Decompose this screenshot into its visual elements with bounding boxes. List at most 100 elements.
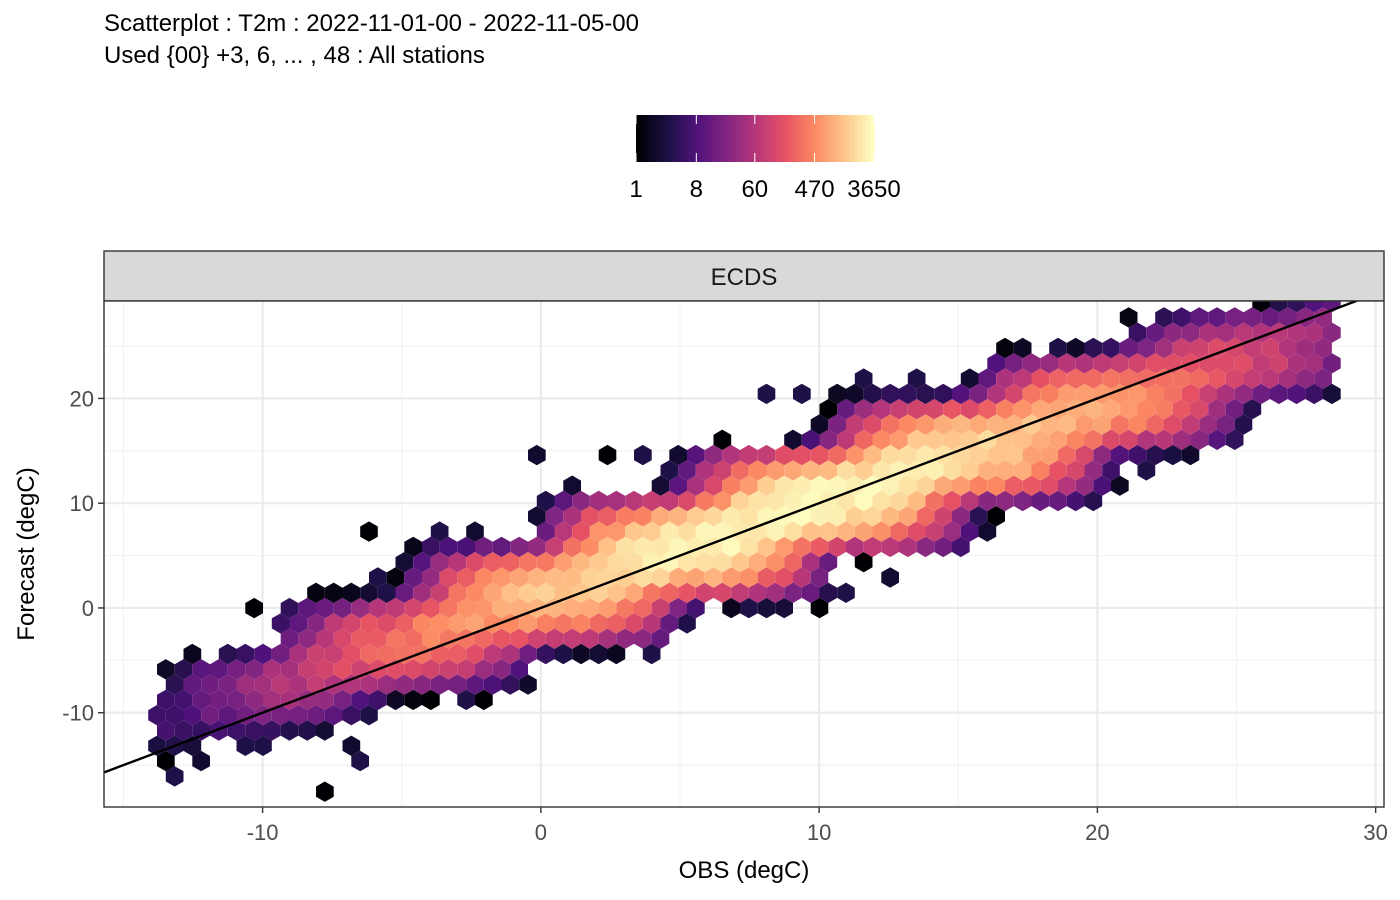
hexbin-cell <box>740 567 758 588</box>
hexbin-cell <box>863 383 882 405</box>
hexbin-cell <box>872 521 891 542</box>
hexbin-cell <box>996 368 1014 389</box>
hexbin-cell <box>413 552 431 573</box>
hexbin-cell <box>907 368 926 389</box>
hexbin-cell <box>607 643 626 665</box>
hexbin-cell <box>492 567 511 588</box>
hexbin-cell <box>934 506 952 527</box>
legend-color-step <box>858 115 863 162</box>
hexbin-cell <box>1278 307 1297 328</box>
hexbin-cell <box>430 582 449 603</box>
hexbin-cell <box>1137 460 1156 481</box>
hexbin-cell <box>1146 383 1164 405</box>
hexbin-cell <box>890 399 908 420</box>
legend-color-step <box>826 115 831 162</box>
hexbin-cell <box>607 552 626 573</box>
hexbin-cell <box>669 536 687 558</box>
hexbin-cell <box>1252 301 1270 313</box>
hexbin-cell <box>1128 353 1147 374</box>
hexbin-cell <box>952 383 970 405</box>
y-axis-ticks <box>98 397 104 714</box>
legend-color-step <box>846 115 851 162</box>
hexbin-cell <box>174 720 193 741</box>
hexbin-cell <box>280 659 299 680</box>
hexbin-cell <box>687 475 705 496</box>
hexbin-cell <box>881 567 899 588</box>
hexbin-cell <box>819 399 838 420</box>
hexbin-cell <box>722 536 740 558</box>
reference-line <box>104 301 1360 774</box>
hexbin-cell <box>1031 399 1050 420</box>
hexbin-cell <box>201 674 219 695</box>
hexbin-cell <box>634 444 652 466</box>
hexbin-cell <box>669 597 687 619</box>
hexbin-cell <box>210 659 228 680</box>
hexbin-cell <box>581 506 599 527</box>
hexbin-cell <box>298 720 316 741</box>
hexbin-cell <box>837 399 855 420</box>
legend-color-step <box>719 115 724 162</box>
hexbin-cell <box>784 582 802 603</box>
hexbin-cell <box>837 429 855 450</box>
hexbin-cell <box>536 643 555 665</box>
hexbin-cell <box>1208 429 1226 450</box>
hexbin-cell <box>801 429 820 450</box>
hexbin-cell <box>307 705 325 726</box>
hexbin-cell <box>263 720 281 741</box>
hexbin-cell <box>1199 414 1217 435</box>
hexbin-cell <box>519 643 537 665</box>
hexbin-cell <box>1287 383 1306 405</box>
hexbin-cell <box>695 552 714 573</box>
hexbin-cell <box>881 506 899 527</box>
hexbin-cell <box>598 567 617 588</box>
hexbin-cell <box>1190 307 1209 328</box>
hexbin-cell <box>810 475 829 496</box>
hexbin-cell <box>342 674 361 695</box>
hexbin-cell <box>748 582 767 603</box>
hexbin-cell <box>271 674 290 695</box>
hexbin-cell <box>528 506 546 527</box>
hexbin-cell <box>837 582 855 603</box>
hexbin-cell <box>307 613 325 634</box>
legend-color-step <box>870 115 875 162</box>
hexbin-cell <box>934 536 952 558</box>
hexbin-cell <box>422 628 440 649</box>
x-tick-label: -10 <box>247 820 279 845</box>
hexbin-cell <box>722 475 740 496</box>
hexbin-cell <box>157 720 175 741</box>
hexbin-cell <box>510 659 528 680</box>
hexbin-cell <box>1323 353 1341 374</box>
hexbin-cell <box>960 399 979 420</box>
hexbin-cell <box>642 582 661 603</box>
legend-color-step <box>758 115 764 162</box>
hexbin-cell <box>298 628 316 649</box>
hexbin-cell <box>634 536 652 558</box>
hexbin-cell <box>828 475 846 496</box>
hexbin-cell <box>890 490 908 512</box>
hexbin-cell <box>899 414 917 435</box>
hexbin-cell <box>810 597 829 619</box>
hexbin-cell <box>934 475 952 496</box>
hexbin-cell <box>1049 490 1067 512</box>
hexbin-cell <box>642 521 661 542</box>
hexbin-cell <box>952 506 970 527</box>
hexbin-cell <box>1084 337 1103 359</box>
legend-color-step <box>842 115 847 162</box>
hexbin-cell <box>978 368 997 389</box>
legend-color-step <box>802 115 808 162</box>
hexbin-cell <box>563 597 581 619</box>
legend-color-step <box>687 115 693 162</box>
hexbin-cell <box>704 444 723 466</box>
legend-color-step <box>806 115 812 162</box>
hexbin-cell <box>510 567 528 588</box>
legend-color-step <box>691 115 697 162</box>
legend-color-step <box>755 115 760 162</box>
hexbin-cell <box>660 460 679 481</box>
hexbin-cell <box>501 552 520 573</box>
hexbin-cell <box>192 689 210 711</box>
hexbin-cell <box>554 521 573 542</box>
legend-color-step <box>711 115 716 162</box>
hexbin-cell <box>713 552 732 573</box>
hexbin-cell <box>1225 429 1244 450</box>
hexbin-cell <box>978 399 997 420</box>
